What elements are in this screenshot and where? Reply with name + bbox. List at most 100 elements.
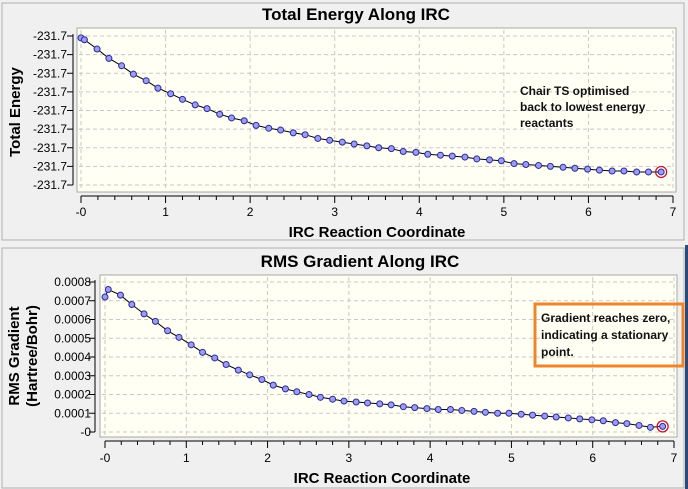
gradient-x-axis-title: IRC Reaction Coordinate — [294, 470, 471, 487]
energy-data-point — [216, 110, 224, 118]
gradient-data-point — [364, 399, 372, 407]
gradient-data-point — [494, 409, 502, 417]
gradient-data-point — [434, 406, 442, 413]
gradient-data-point — [199, 348, 207, 356]
energy-data-point — [265, 124, 273, 132]
gradient-x-tick-label: 7 — [671, 451, 678, 465]
energy-data-point — [375, 144, 383, 152]
window-edge — [685, 245, 688, 489]
energy-y-tick-label: -231.7 — [33, 141, 67, 155]
gradient-x-tick-label: 4 — [427, 451, 434, 465]
energy-data-point — [485, 156, 493, 164]
energy-x-tick-label: 3 — [331, 205, 338, 219]
energy-data-point — [154, 84, 162, 92]
gradient-data-point — [316, 393, 324, 401]
energy-data-point — [633, 168, 641, 176]
gradient-data-point — [101, 293, 109, 301]
gradient-data-point — [329, 395, 337, 403]
energy-data-point — [620, 167, 628, 175]
gradient-y-tick-label: -0 — [80, 425, 91, 439]
gradient-data-point — [635, 421, 643, 429]
gradient-y-axis-title-line1: RMS Gradient — [6, 306, 23, 405]
energy-x-tick-label: 2 — [247, 205, 254, 219]
gradient-y-tick-label: 0.0001 — [54, 406, 91, 420]
gradient-data-point — [104, 286, 112, 293]
energy-chart-title: Total Energy Along IRC — [262, 5, 450, 24]
gradient-data-point — [281, 385, 289, 393]
gradient-chart: 0.0008 0.0007 0.0006 0.0005 0.0004 0.0003 0.00… — [54, 274, 678, 465]
energy-x-tick-label: 7 — [670, 205, 677, 219]
gradient-y-tick-label: 0.0007 — [54, 294, 91, 308]
energy-data-point — [191, 101, 199, 109]
gradient-data-point — [646, 423, 654, 431]
gradient-data-point — [234, 366, 242, 374]
energy-data-point — [644, 168, 652, 176]
gradient-data-point — [187, 341, 195, 349]
gradient-data-point — [258, 376, 266, 383]
gradient-data-point — [116, 291, 124, 299]
energy-y-tick-label: -231.7 — [33, 159, 67, 173]
energy-data-point — [105, 54, 113, 62]
gradient-chart-title: RMS Gradient Along IRC — [261, 252, 460, 271]
gradient-data-point — [659, 422, 667, 430]
energy-x-tick-label: 6 — [585, 205, 592, 219]
energy-data-point — [522, 161, 530, 169]
gradient-annotation-line: point. — [541, 345, 574, 359]
energy-data-point — [129, 70, 137, 78]
gradient-x-tick-label: 6 — [589, 451, 596, 465]
energy-data-point — [277, 126, 285, 134]
energy-data-point — [387, 145, 395, 153]
gradient-x-tick-label: 1 — [183, 451, 190, 465]
gradient-data-point — [481, 408, 489, 416]
gradient-data-point — [470, 407, 478, 415]
energy-data-point — [461, 153, 469, 161]
gradient-current-point-marker — [656, 420, 669, 433]
gradient-data-point — [293, 388, 301, 396]
energy-data-point — [608, 167, 616, 175]
energy-data-point — [228, 114, 236, 122]
energy-x-tick-label: 4 — [416, 205, 423, 219]
gradient-data-point — [541, 412, 549, 420]
gradient-data-point — [399, 403, 407, 411]
energy-y-tick-label: -231.7 — [33, 66, 67, 80]
gradient-annotation-box — [533, 302, 685, 368]
energy-data-point — [473, 155, 481, 163]
energy-data-point — [584, 165, 592, 173]
energy-data-point — [338, 138, 346, 146]
energy-x-tick-label: -0 — [76, 205, 87, 219]
energy-data-point — [436, 151, 444, 159]
energy-data-point — [178, 95, 186, 103]
energy-data-point — [595, 166, 603, 174]
gradient-annotation-line: Gradient reaches zero, — [541, 311, 670, 325]
gradient-data-point — [505, 409, 513, 417]
energy-data-point — [424, 150, 432, 158]
energy-y-tick-label: -231.7 — [33, 122, 67, 136]
gradient-data-point — [446, 406, 454, 413]
gradient-x-tick-label: 3 — [346, 451, 353, 465]
gradient-data-point — [423, 405, 431, 413]
energy-y-axis-title: Total Energy — [7, 66, 24, 156]
energy-y-tick-label: -231.7 — [33, 29, 67, 43]
energy-data-point — [559, 163, 567, 171]
energy-data-point — [546, 162, 554, 170]
energy-annotation: Chair TS optimised back to lowest energy… — [520, 84, 646, 130]
energy-y-tick-label: -231.7 — [33, 85, 67, 99]
energy-data-point — [497, 157, 505, 165]
gradient-annotation-line: indicating a stationary — [541, 328, 669, 342]
energy-x-axis-title: IRC Reaction Coordinate — [289, 224, 466, 241]
gradient-data-point — [352, 398, 360, 406]
energy-current-point-marker — [655, 165, 668, 179]
gradient-y-tick-label: 0.0004 — [54, 350, 91, 364]
energy-data-point — [535, 161, 543, 169]
gradient-data-point — [128, 301, 136, 308]
energy-data-point — [510, 160, 518, 168]
energy-data-point — [326, 136, 334, 144]
gradient-data-point — [376, 400, 384, 408]
energy-data-point — [314, 134, 322, 142]
gradient-data-point — [222, 361, 230, 368]
energy-y-tick-label: -231.7 — [33, 48, 67, 62]
energy-data-point — [363, 142, 371, 150]
energy-data-point — [93, 45, 101, 53]
gradient-data-point — [140, 310, 148, 318]
